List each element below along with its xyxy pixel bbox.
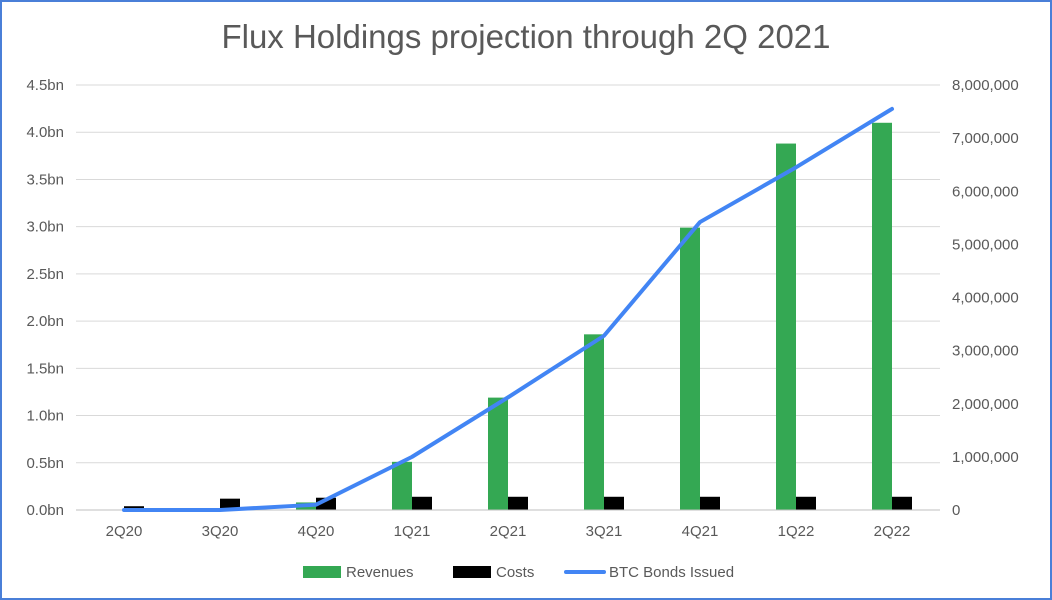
y-left-tick-label: 0.5bn [26, 455, 64, 472]
y-left-tick-label: 3.0bn [26, 219, 64, 236]
costs-bar [220, 498, 240, 510]
revenues-bar [584, 334, 604, 510]
y-left-tick-label: 4.5bn [26, 77, 64, 94]
legend-btc-bonds-label: BTC Bonds Issued [609, 564, 734, 581]
y-left-tick-label: 2.0bn [26, 313, 64, 330]
y-left-tick-label: 2.5bn [26, 266, 64, 283]
chart-title: Flux Holdings projection through 2Q 2021 [221, 18, 831, 55]
x-tick-label: 1Q21 [394, 523, 431, 540]
costs-bar [604, 496, 624, 510]
x-tick-label: 2Q21 [490, 523, 527, 540]
x-tick-label: 2Q20 [106, 523, 143, 540]
costs-bar [796, 496, 816, 510]
costs-bar [508, 496, 528, 510]
y-left-tick-label: 0.0bn [26, 502, 64, 519]
btc-bonds-line [122, 106, 894, 512]
y-right-tick-label: 8,000,000 [952, 77, 1019, 94]
x-tick-label: 3Q21 [586, 523, 623, 540]
legend-costs-label: Costs [496, 564, 534, 581]
y-left-tick-label: 1.5bn [26, 360, 64, 377]
y-right-tick-label: 0 [952, 502, 960, 519]
revenues-bar [392, 461, 412, 510]
revenues-bar [488, 397, 508, 510]
revenues-bar [776, 143, 796, 511]
x-tick-label: 3Q20 [202, 523, 239, 540]
revenues-bar [680, 227, 700, 510]
x-tick-label: 1Q22 [778, 523, 815, 540]
costs-bar [892, 496, 912, 510]
costs-bar [700, 496, 720, 510]
y-right-tick-label: 7,000,000 [952, 130, 1019, 147]
revenues-bar [872, 122, 892, 511]
y-left-tick-label: 3.5bn [26, 171, 64, 188]
x-tick-label: 4Q20 [298, 523, 335, 540]
y-left-tick-label: 1.0bn [26, 408, 64, 425]
legend-revenues-swatch [303, 566, 341, 578]
x-tick-label: 4Q21 [682, 523, 719, 540]
x-tick-label: 2Q22 [874, 523, 911, 540]
y-right-tick-label: 5,000,000 [952, 236, 1019, 253]
y-right-tick-label: 4,000,000 [952, 290, 1019, 307]
legend-revenues-label: Revenues [346, 564, 414, 581]
costs-bar [412, 496, 432, 510]
y-right-tick-label: 2,000,000 [952, 396, 1019, 413]
y-right-tick-label: 3,000,000 [952, 343, 1019, 360]
y-right-tick-label: 6,000,000 [952, 183, 1019, 200]
y-right-tick-label: 1,000,000 [952, 449, 1019, 466]
legend-costs-swatch [453, 566, 491, 578]
y-left-tick-label: 4.0bn [26, 124, 64, 141]
